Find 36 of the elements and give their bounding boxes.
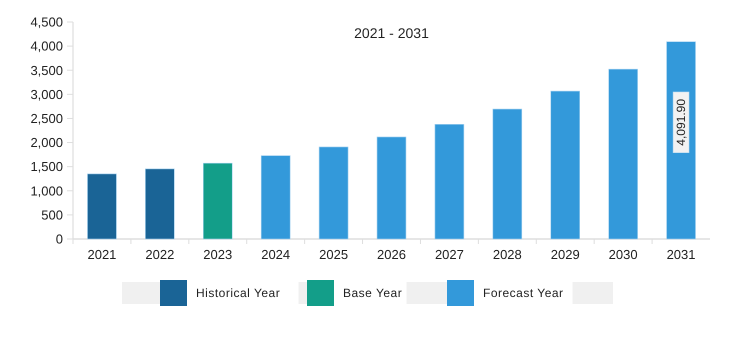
bar <box>492 108 522 240</box>
y-tick-label: 4,000 <box>30 38 63 54</box>
y-tick-label: 0 <box>56 232 63 247</box>
bar <box>376 136 406 240</box>
x-tick-label: 2024 <box>261 247 290 262</box>
data-label: 4,091.90 <box>674 98 688 146</box>
chart-title: 2021 - 2031 <box>354 25 430 41</box>
legend-label: Base Year <box>343 286 402 300</box>
y-tick-label: 3,500 <box>30 62 63 78</box>
bar <box>434 124 464 240</box>
y-tick-label: 4,500 <box>30 14 63 30</box>
y-tick-label: 500 <box>41 207 63 222</box>
x-tick-label: 2021 <box>87 247 116 262</box>
y-tick-label: 2,500 <box>30 110 63 126</box>
bar <box>202 162 233 240</box>
x-tick-label: 2025 <box>319 247 348 262</box>
x-tick-label: 2023 <box>203 247 232 262</box>
bar <box>260 155 290 240</box>
legend-label: Historical Year <box>196 286 280 300</box>
y-tick-label: 1,000 <box>30 183 63 198</box>
x-tick-label: 2026 <box>377 247 406 262</box>
y-tick-label: 2,000 <box>30 135 63 150</box>
bar <box>608 68 638 240</box>
bar <box>550 90 580 240</box>
legend-label: Forecast Year <box>483 286 564 300</box>
bar <box>87 174 117 240</box>
x-tick-label: 2029 <box>550 247 580 262</box>
y-tick-label: 1,500 <box>30 159 63 174</box>
x-tick-label: 2028 <box>492 247 522 262</box>
bar <box>145 168 175 240</box>
x-tick-label: 2030 <box>608 247 638 262</box>
x-tick-label: 2027 <box>434 247 464 262</box>
x-tick-label: 2022 <box>145 247 174 262</box>
bar <box>318 146 348 240</box>
y-tick-label: 3,000 <box>30 86 63 102</box>
x-tick-label: 2031 <box>666 247 696 262</box>
